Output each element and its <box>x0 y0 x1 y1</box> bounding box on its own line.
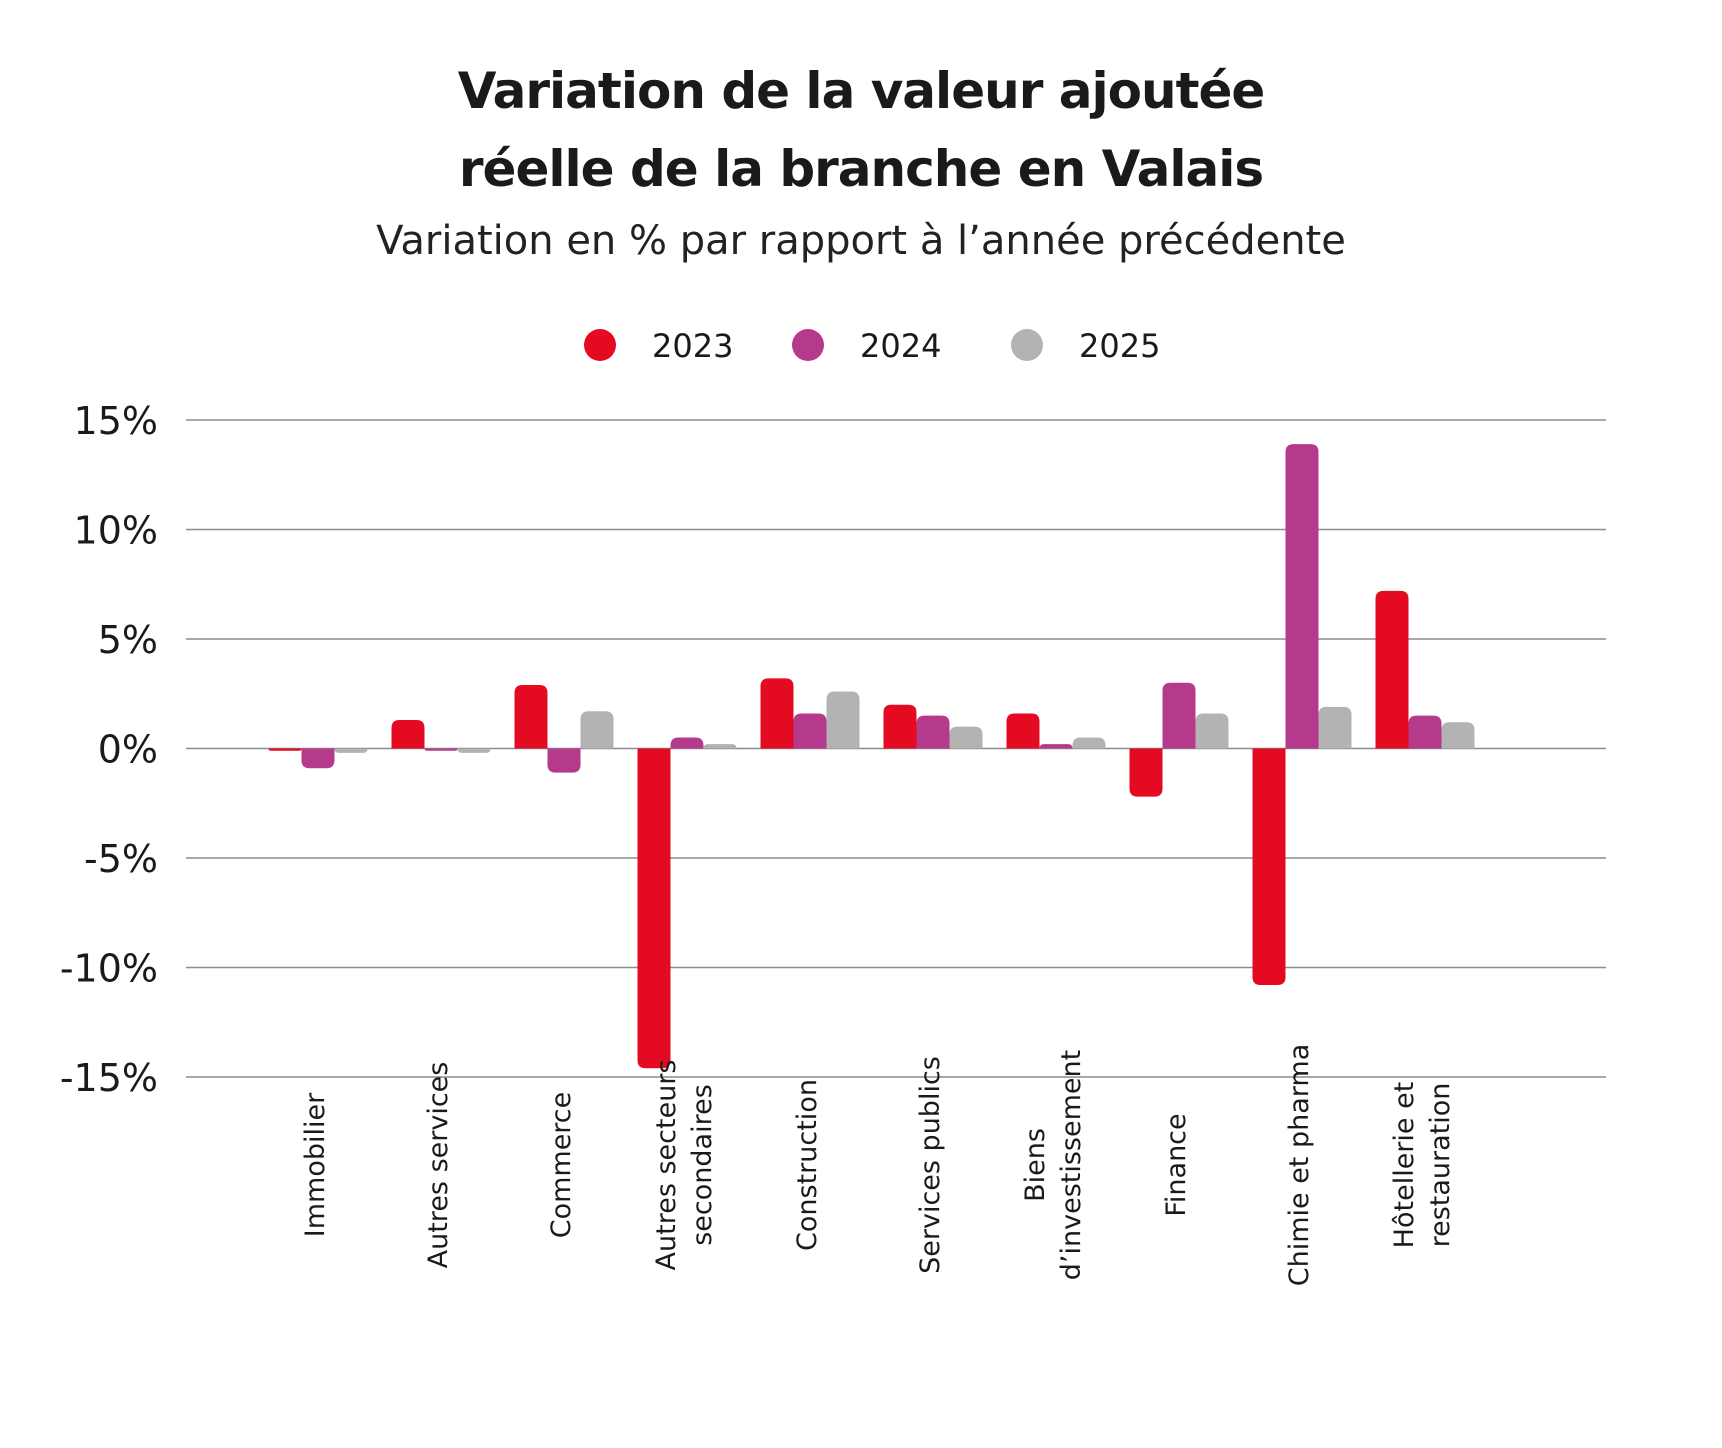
x-category-label: Autres services <box>423 1062 454 1269</box>
bar-2025 <box>826 691 860 749</box>
y-tick-label: 0% <box>98 728 158 772</box>
legend-marker-2025 <box>1011 329 1043 361</box>
bar-2024 <box>793 713 827 749</box>
x-category-label: Chimie et pharma <box>1284 1044 1315 1287</box>
y-tick-label: -5% <box>84 837 158 881</box>
bar-2023 <box>268 748 302 751</box>
legend-marker-2024 <box>792 329 824 361</box>
bar-2023 <box>514 684 548 749</box>
x-tick-label: Immobilier <box>300 1092 331 1237</box>
legend-label-2024: 2024 <box>860 327 941 365</box>
bar-2025 <box>334 748 368 753</box>
bar-2023 <box>1252 748 1286 986</box>
bar-2024 <box>301 748 335 769</box>
bar-2024 <box>916 715 950 749</box>
chart-title-line-1: Variation de la valeur ajoutée <box>457 62 1266 120</box>
x-category-label: Construction <box>792 1079 823 1251</box>
bar-2024 <box>424 748 458 751</box>
x-tick-label: Chimie et pharma <box>1284 1044 1315 1287</box>
bar-2024 <box>547 748 581 773</box>
legend-label-2023: 2023 <box>652 327 733 365</box>
x-tick-label: Finance <box>1161 1113 1192 1216</box>
x-tick-label: Commerce <box>546 1092 577 1239</box>
x-tick-label: d’investissement <box>1056 1050 1087 1280</box>
x-tick-label: Hôtellerie et <box>1389 1082 1420 1249</box>
y-tick-label: 15% <box>74 399 158 443</box>
x-category-label: Hôtellerie et restauration <box>1389 1082 1456 1249</box>
bar-2025 <box>580 711 614 749</box>
x-category-label: Immobilier <box>300 1092 331 1237</box>
bar-2025 <box>1441 722 1475 749</box>
bar-2023 <box>1375 590 1409 749</box>
y-tick-label: 5% <box>98 618 158 662</box>
x-tick-label: Biens <box>1020 1128 1051 1202</box>
bar-2024 <box>670 737 704 749</box>
bar-2023 <box>883 704 917 749</box>
bar-2023 <box>1129 748 1163 797</box>
bar-2024 <box>1162 682 1196 749</box>
bar-2023 <box>760 678 794 749</box>
bar-2024 <box>1285 444 1319 749</box>
bar-2023 <box>391 720 425 749</box>
bar-2025 <box>949 726 983 749</box>
chart-title-line-2: réelle de la branche en Valais <box>458 140 1264 198</box>
x-category-label: Commerce <box>546 1092 577 1239</box>
x-tick-label: Services publics <box>915 1056 946 1274</box>
y-tick-label: -15% <box>60 1056 158 1100</box>
x-category-label: Biens d’investissement <box>1020 1050 1087 1280</box>
x-category-label: Services publics <box>915 1056 946 1274</box>
legend-marker-2023 <box>584 329 616 361</box>
x-category-label: Finance <box>1161 1113 1192 1216</box>
y-tick-label: -10% <box>60 947 158 991</box>
bar-2025 <box>1072 737 1106 749</box>
chart-subtitle: Variation en % par rapport à l’année pré… <box>376 218 1346 264</box>
y-tick-label: 10% <box>74 509 158 553</box>
bar-2023 <box>637 748 671 1069</box>
bar-2023 <box>1006 713 1040 749</box>
bar-2024 <box>1039 744 1073 749</box>
x-tick-label: Construction <box>792 1079 823 1251</box>
bar-2025 <box>1318 706 1352 749</box>
x-tick-label: Autres services <box>423 1062 454 1269</box>
x-tick-label: secondaires <box>687 1084 718 1246</box>
bar-2024 <box>1408 715 1442 749</box>
x-tick-label: restauration <box>1425 1083 1456 1248</box>
bar-2025 <box>457 748 491 753</box>
legend-label-2025: 2025 <box>1079 327 1160 365</box>
x-category-label: Autres secteurs secondaires <box>651 1060 718 1271</box>
bar-2025 <box>703 744 737 749</box>
x-tick-label: Autres secteurs <box>651 1060 682 1271</box>
bar-2025 <box>1195 713 1229 749</box>
